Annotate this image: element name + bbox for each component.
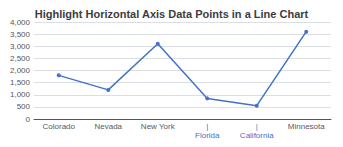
svg-text:Nevada: Nevada xyxy=(94,122,122,131)
svg-text:1,500: 1,500 xyxy=(10,78,31,87)
svg-text:2,000: 2,000 xyxy=(10,66,31,75)
svg-text:Florida: Florida xyxy=(195,131,220,140)
svg-text:Minnesota: Minnesota xyxy=(288,122,325,131)
svg-text:|: | xyxy=(256,122,258,131)
svg-text:|: | xyxy=(206,122,208,131)
svg-text:3,500: 3,500 xyxy=(10,30,31,39)
svg-text:3,000: 3,000 xyxy=(10,42,31,51)
svg-text:California: California xyxy=(240,131,274,140)
svg-text:4,000: 4,000 xyxy=(10,18,31,27)
svg-text:New York: New York xyxy=(141,122,176,131)
svg-text:1,000: 1,000 xyxy=(10,90,31,99)
svg-text:Colorado: Colorado xyxy=(43,122,76,131)
svg-text:2,500: 2,500 xyxy=(10,54,31,63)
svg-text:Highlight Horizontal Axis Data: Highlight Horizontal Axis Data Points in… xyxy=(35,8,309,20)
svg-text:0: 0 xyxy=(26,115,31,124)
svg-text:500: 500 xyxy=(17,102,31,111)
